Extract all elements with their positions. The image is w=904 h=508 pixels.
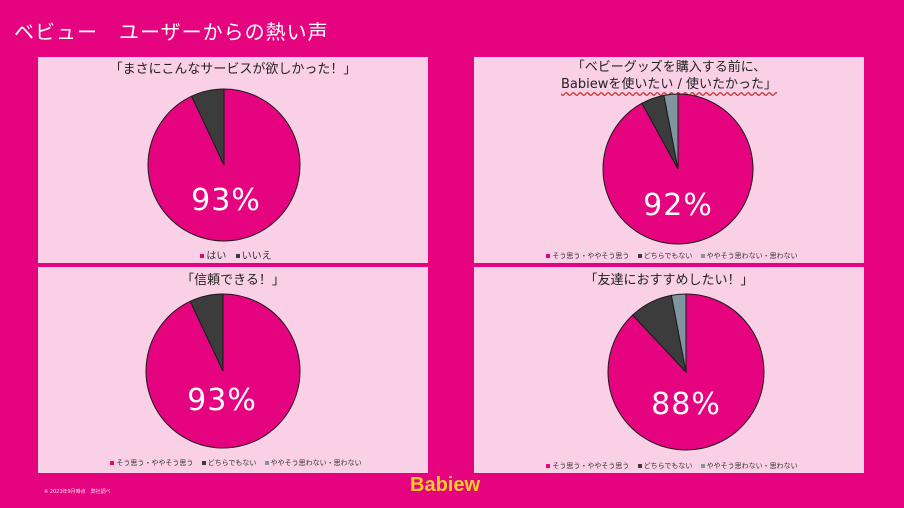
percent-label: 92%: [643, 188, 713, 223]
chart-title: 「ベビーグッズを購入する前に、: [571, 60, 767, 75]
legend-label: そう思う・ややそう思う: [552, 252, 630, 260]
legend-swatch-agree: [110, 460, 115, 465]
legend-label: ややそう思わない・思わない: [270, 459, 362, 467]
chart-panel-4: 「友達におすすめしたい！」 88% そう思う・ややそう思う どちらでもない やや…: [474, 267, 864, 473]
legend-swatch-neutral: [637, 463, 642, 468]
percent-label: 93%: [191, 183, 261, 218]
chart-legend: そう思う・ややそう思う どちらでもない ややそう思わない・思わない: [474, 461, 864, 471]
legend-swatch-disagree: [264, 460, 269, 465]
legend-label: はい: [206, 251, 227, 262]
percent-label: 88%: [651, 387, 721, 422]
chart-title: 「信頼できる！」: [181, 273, 285, 288]
chart-legend: そう思う・ややそう思う どちらでもない ややそう思わない・思わない: [474, 251, 864, 261]
legend-swatch-agree: [546, 463, 551, 468]
slice-neutral: [189, 293, 224, 372]
legend-swatch-neutral: [637, 253, 642, 258]
legend-swatch-neutral: [235, 253, 240, 258]
chart-legend: そう思う・ややそう思う どちらでもない ややそう思わない・思わない: [38, 458, 428, 468]
percent-label: 93%: [187, 383, 257, 418]
slice-disagree: [670, 293, 687, 373]
legend-swatch-agree: [546, 253, 551, 258]
chart-legend: はい いいえ: [38, 247, 428, 262]
footnote: ※ 2023年9月時点 弊社調べ: [44, 489, 111, 495]
chart-subtitle: Babiewを使いたい / 使いたかった」: [474, 77, 864, 93]
chart-title: 「友達におすすめしたい！」: [584, 273, 754, 288]
chart-panel-3: 「信頼できる！」 93% そう思う・ややそう思う どちらでもない ややそう思わな…: [38, 267, 428, 473]
legend-label: そう思う・ややそう思う: [116, 459, 194, 467]
legend-label: そう思う・ややそう思う: [552, 462, 630, 470]
legend-label: どちらでもない: [643, 462, 693, 470]
chart-panel-1: 「まさにこんなサービスが欲しかった！」 93% はい いいえ: [38, 57, 428, 263]
legend-swatch-neutral: [201, 460, 206, 465]
chart-title: 「まさにこんなサービスが欲しかった！」: [109, 62, 357, 77]
pie-chart: [145, 293, 301, 449]
legend-label: いいえ: [241, 251, 272, 262]
slide-title: ベビュー ユーザーからの熱い声: [14, 20, 329, 44]
legend-swatch-disagree: [700, 253, 705, 258]
legend-label: ややそう思わない・思わない: [706, 462, 798, 470]
legend-swatch-agree: [200, 253, 205, 258]
brand-logo: Babiew: [410, 474, 481, 496]
slice-neutral: [190, 88, 225, 166]
chart-panel-2: 「ベビーグッズを購入する前に、 Babiewを使いたい / 使いたかった」 92…: [474, 57, 864, 263]
legend-label: どちらでもない: [207, 459, 257, 467]
pie-chart: [607, 293, 765, 451]
slice-disagree: [663, 93, 679, 170]
legend-swatch-disagree: [700, 463, 705, 468]
pie-chart: [602, 93, 754, 245]
legend-label: ややそう思わない・思わない: [706, 252, 798, 260]
chart-subtitle-text: Babiewを使いたい / 使いたかった」: [560, 77, 778, 92]
legend-label: どちらでもない: [643, 252, 693, 260]
pie-chart: [147, 88, 301, 242]
